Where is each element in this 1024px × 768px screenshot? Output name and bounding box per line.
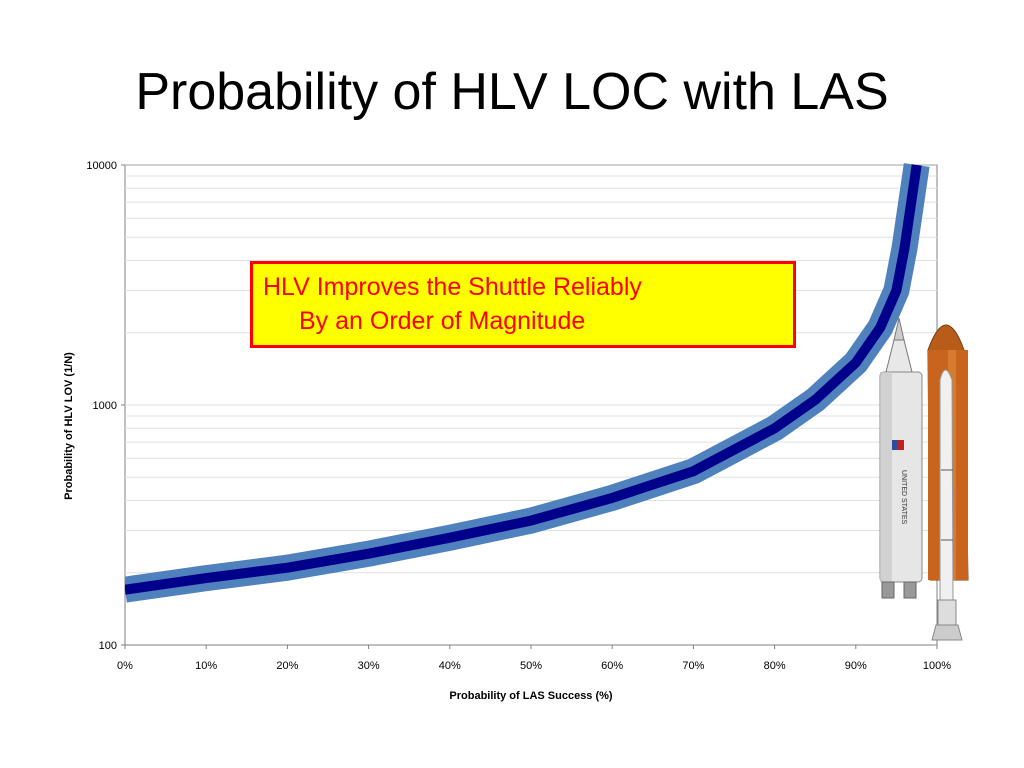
x-tick-label: 40% — [439, 660, 461, 672]
x-axis-title: Probability of LAS Success (%) — [449, 690, 613, 702]
x-tick-label: 60% — [601, 660, 623, 672]
x-tick-label: 10% — [195, 660, 217, 672]
callout-line-2: By an Order of Magnitude — [299, 307, 586, 335]
hlv-rocket-icon: UNITED STATES — [879, 317, 923, 599]
tick-marks — [121, 164, 938, 649]
hlv-label-text: UNITED STATES — [900, 470, 907, 525]
series-line — [125, 164, 922, 595]
x-tick-label: 0% — [117, 660, 133, 672]
shuttle-stack-icon — [927, 324, 969, 641]
slide-title: Probability of HLV LOC with LAS — [135, 63, 889, 121]
hlv-and-shuttle-illustration: UNITED STATES — [879, 317, 969, 641]
x-tick-label: 100% — [923, 660, 951, 672]
callout-line-1: HLV Improves the Shuttle Reliably — [263, 273, 642, 301]
x-tick-label: 80% — [764, 660, 786, 672]
x-tick-label: 90% — [845, 660, 867, 672]
y-tick-label: 10000 — [86, 160, 117, 172]
series-group — [125, 163, 930, 603]
y-tick-labels: 100 1000 10000 — [86, 160, 117, 652]
callout-box: HLV Improves the Shuttle Reliably By an … — [250, 261, 796, 348]
x-tick-label: 30% — [358, 660, 380, 672]
x-tick-label: 20% — [276, 660, 298, 672]
x-tick-labels: 0% 10% 20% 30% 40% 50% 60% 70% 80% 90% 100% — [117, 660, 951, 672]
x-tick-label: 70% — [682, 660, 704, 672]
y-tick-label: 100 — [99, 640, 117, 652]
y-tick-label: 1000 — [93, 400, 117, 412]
x-tick-label: 50% — [520, 660, 542, 672]
y-axis-title: Probability of HLV LOV (1/N) — [63, 352, 75, 500]
